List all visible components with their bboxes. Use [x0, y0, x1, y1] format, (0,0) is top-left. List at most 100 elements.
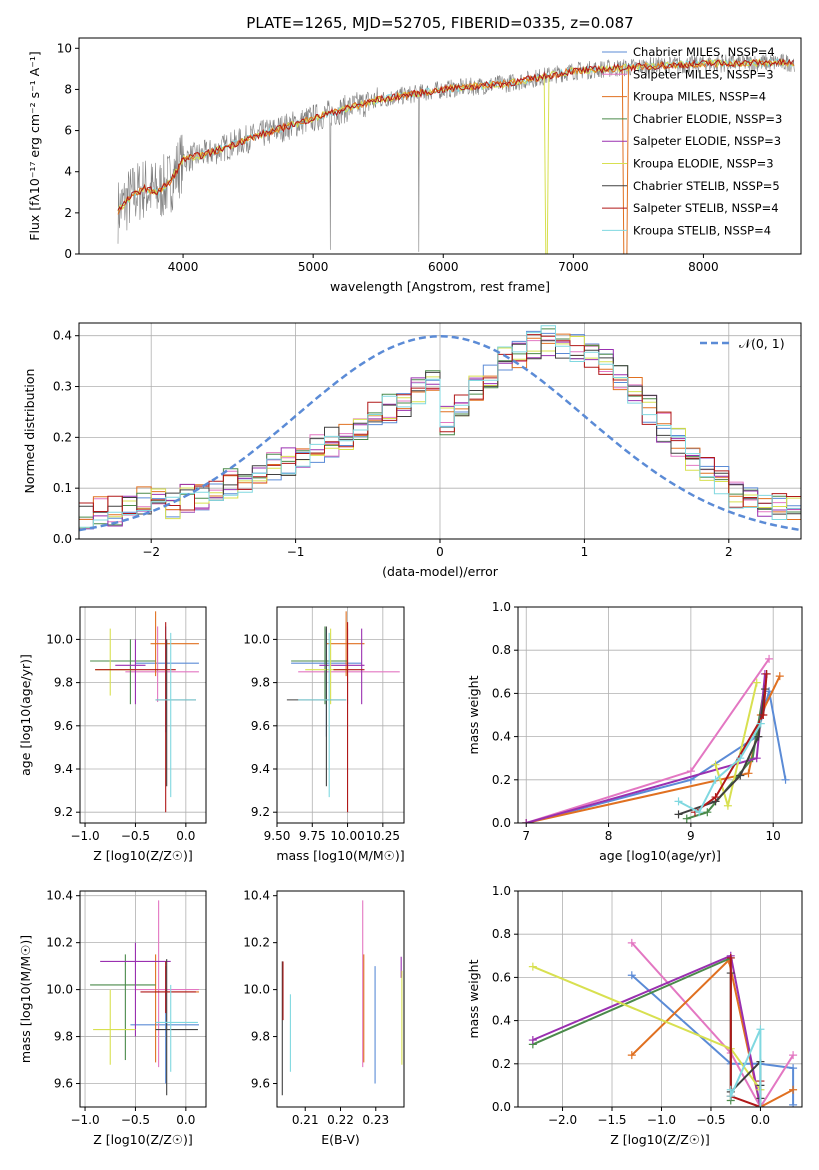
plot-area	[281, 900, 403, 1096]
x-tick-label: 8000	[688, 260, 719, 274]
x-tick-label: 9	[687, 829, 695, 843]
weight-marker-kroupa_stelib	[756, 1025, 765, 1034]
y-tick-label: 0.0	[53, 532, 72, 546]
x-tick-label: 0.0	[751, 1113, 770, 1127]
weight-line-kroupa_miles	[631, 958, 794, 1107]
weight-marker-kroupa_miles	[627, 1051, 636, 1060]
axes-frame	[276, 606, 405, 824]
y-tick-label: 0.8	[492, 927, 511, 941]
y-tick-label: 10	[57, 41, 72, 55]
y-tick-label: 1.0	[492, 884, 511, 898]
weight-marker-kroupa_miles	[775, 672, 784, 681]
y-tick-label: 1.0	[492, 600, 511, 614]
hist-step-salpeter_miles	[79, 338, 801, 539]
x-tick-label: 0.22	[327, 1113, 354, 1127]
legend-label-chabrier_miles: Chabrier MILES, NSSP=4	[633, 45, 775, 59]
y-tick-label: 4	[64, 165, 72, 179]
y-tick-label: 0.0	[492, 816, 511, 830]
x-axis-label: E(B-V)	[321, 1132, 360, 1147]
weight-marker-chabrier_stelib	[674, 810, 683, 819]
weight-line-kroupa_elodie	[532, 965, 762, 1091]
y-tick-label: 10.0	[46, 632, 73, 646]
x-axis-label: Z [log10(Z/Z☉)]	[93, 848, 193, 863]
x-tick-label: 7	[522, 829, 530, 843]
y-tick-label: 9.6	[54, 1077, 73, 1091]
y-axis-label: Flux [fλ10⁻¹⁷ erg cm⁻² s⁻¹ A⁻¹]	[27, 51, 42, 240]
weight-marker-salpeter_elodie	[752, 754, 761, 763]
y-tick-label: 9.8	[54, 1030, 73, 1044]
x-tick-label: −2.0	[548, 1113, 577, 1127]
x-tick-label: 0.23	[362, 1113, 389, 1127]
x-tick-label: −0.5	[121, 829, 150, 843]
age-vs-mass-plot: 9.50 9.75 10.00 10.25 9.2 9.4 9.6 9.8 10.0 mass […	[243, 606, 405, 863]
x-axis-label: Z [log10(Z/Z☉)]	[93, 1132, 193, 1147]
x-tick-label: 4000	[168, 260, 199, 274]
y-tick-label: 0.4	[53, 329, 72, 343]
y-tick-label: 9.2	[54, 805, 73, 819]
y-axis-label: mass [log10(M/M☉)]	[18, 935, 33, 1063]
mass-vs-metallicity-plot: −1.0 −0.5 0.0 9.6 9.8 10.0 10.2 10.4 Z [log10(Z/…	[18, 889, 207, 1147]
x-tick-label: 1	[581, 545, 589, 559]
weight-marker-chabrier_elodie	[682, 814, 691, 823]
weight-marker-kroupa_stelib	[695, 808, 704, 817]
spectrum-model-salpeter_stelib	[117, 58, 795, 211]
axes-frame	[79, 606, 207, 824]
axes-frame	[517, 890, 803, 1108]
y-tick-label: 0.2	[492, 1057, 511, 1071]
x-tick-label: −1.0	[70, 829, 99, 843]
weight-marker-kroupa_stelib	[756, 1103, 765, 1107]
weight-line-chabrier_miles	[525, 690, 787, 823]
legend-label-chabrier_elodie: Chabrier ELODIE, NSSP=3	[633, 112, 782, 126]
legend-label-salpeter_elodie: Salpeter ELODIE, NSSP=3	[633, 134, 781, 148]
weight-marker-kroupa_elodie	[752, 678, 761, 687]
y-tick-label: 9.8	[251, 676, 270, 690]
x-tick-label: 2	[725, 545, 733, 559]
plot-area	[117, 53, 795, 254]
axes-frame	[79, 890, 207, 1108]
axes-frame	[276, 890, 405, 1108]
y-tick-label: 6	[64, 124, 72, 138]
weight-marker-kroupa_stelib	[756, 719, 765, 728]
hist-step-kroupa_stelib	[79, 325, 801, 539]
x-tick-label: 10.00	[330, 829, 364, 843]
plot-area	[90, 900, 199, 1096]
weight-marker-chabrier_stelib	[736, 771, 745, 780]
legend-label-kroupa_elodie: Kroupa ELODIE, NSSP=3	[633, 157, 774, 171]
y-tick-label: 9.2	[251, 805, 270, 819]
mass-vs-extinction-plot: 0.21 0.22 0.23 9.6 9.8 10.0 10.2 10.4 E(B-V)	[243, 889, 405, 1147]
x-tick-label: −0.5	[696, 1113, 725, 1127]
x-tick-label: 5000	[298, 260, 329, 274]
weight-marker-kroupa_miles	[789, 1085, 798, 1094]
weight-marker-salpeter_stelib	[759, 711, 768, 719]
x-tick-label: −1	[287, 545, 305, 559]
y-tick-label: 10.0	[243, 983, 270, 997]
x-tick-label: 7000	[558, 260, 589, 274]
x-axis-label: wavelength [Angstrom, rest frame]	[330, 279, 550, 294]
y-tick-label: 0.1	[53, 481, 72, 495]
y-axis-label: mass weight	[466, 959, 481, 1038]
spectrum-data-line	[117, 53, 795, 252]
y-tick-label: 0.2	[53, 430, 72, 444]
y-tick-label: 0.4	[492, 730, 511, 744]
y-tick-label: 0.6	[492, 686, 511, 700]
weight-line-chabrier_miles	[631, 974, 795, 1105]
legend-label-chabrier_stelib: Chabrier STELIB, NSSP=5	[633, 179, 780, 193]
weight-line-salpeter_stelib	[694, 673, 768, 814]
y-tick-label: 10.4	[243, 889, 270, 903]
y-axis-label: mass weight	[466, 675, 481, 754]
figure-title: PLATE=1265, MJD=52705, FIBERID=0335, z=0…	[246, 14, 633, 32]
y-tick-label: 8	[64, 82, 72, 96]
residual-histogram-plot: −2 −1 0 1 2 0.0 0.1 0.2 0.3 0.4 (data-model)/error…	[22, 322, 802, 579]
y-tick-label: 0.0	[492, 1100, 511, 1114]
weight-line-salpeter_miles	[525, 658, 770, 823]
x-axis-label: Z [log10(Z/Z☉)]	[610, 1132, 710, 1147]
y-tick-label: 9.8	[251, 1030, 270, 1044]
weight-marker-chabrier_miles	[627, 971, 636, 980]
y-tick-label: 9.4	[251, 762, 270, 776]
weight-marker-kroupa_elodie	[723, 801, 732, 810]
x-tick-label: 10	[766, 829, 781, 843]
weight-marker-salpeter_miles	[765, 654, 774, 663]
x-tick-label: −1.5	[597, 1113, 626, 1127]
weight-vs-metallicity-plot: −2.0 −1.5 −1.0 −0.5 0.0 0.0 0.2 0.4 0.6 0.8 1.0 Z […	[466, 884, 803, 1147]
y-tick-label: 9.4	[54, 762, 73, 776]
